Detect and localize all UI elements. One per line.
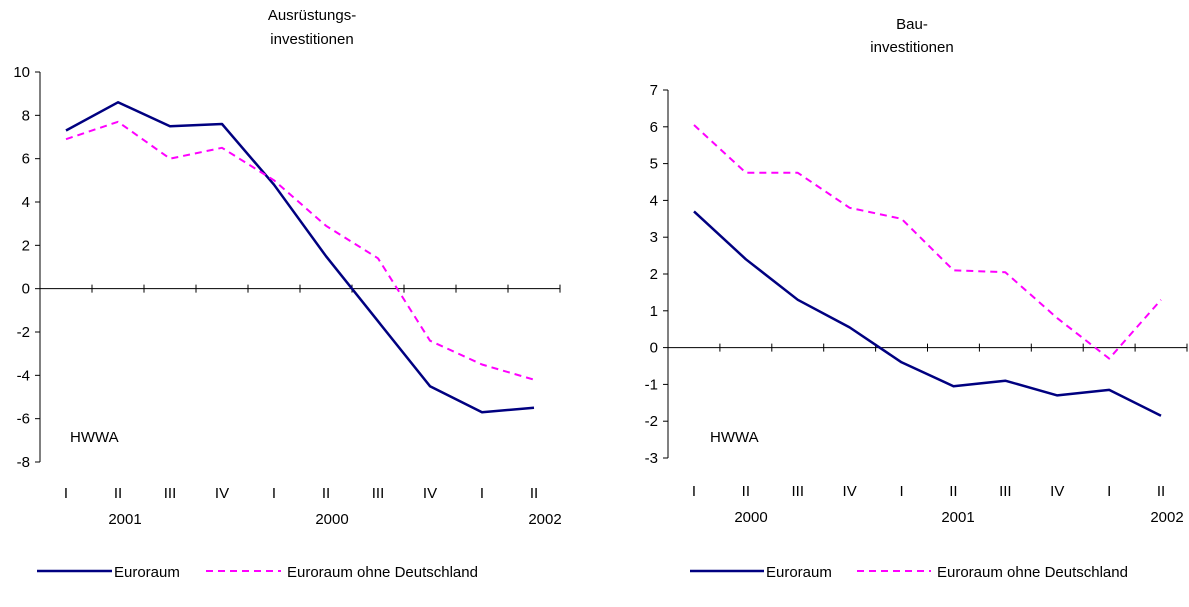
y-tick-label: 2 — [650, 266, 658, 283]
y-tick-label: -1 — [645, 376, 658, 393]
x-category-label: II — [114, 485, 122, 502]
x-year-label: 2000 — [315, 511, 348, 528]
x-category-label: I — [1107, 483, 1111, 500]
x-category-label: II — [949, 483, 957, 500]
y-tick-label: 7 — [650, 82, 658, 99]
y-tick-label: 1 — [650, 303, 658, 320]
x-category-label: I — [480, 485, 484, 502]
y-tick-label: 3 — [650, 229, 658, 246]
y-tick-label: -2 — [17, 324, 30, 341]
legend-label-euroraum-ohne-deutschland: Euroraum ohne Deutschland — [287, 564, 478, 581]
chart-title-line: investitionen — [870, 39, 953, 56]
x-category-label: IV — [423, 485, 437, 502]
watermark-text: HWWA — [710, 429, 759, 446]
x-category-label: III — [791, 483, 804, 500]
y-tick-label: 4 — [650, 192, 658, 209]
legend-label-euroraum: Euroraum — [114, 564, 180, 581]
y-tick-label: 6 — [22, 151, 30, 168]
x-category-label: III — [164, 485, 177, 502]
y-tick-label: 6 — [650, 119, 658, 136]
y-tick-label: -2 — [645, 413, 658, 430]
y-tick-label: -6 — [17, 411, 30, 428]
y-tick-label: 10 — [13, 64, 30, 81]
chart-title-line: Ausrüstungs- — [268, 7, 356, 24]
x-category-label: II — [530, 485, 538, 502]
series-line-euroraum — [693, 210, 1162, 417]
y-tick-label: -4 — [17, 367, 30, 384]
x-category-label: I — [272, 485, 276, 502]
x-year-label: 2000 — [734, 509, 767, 526]
y-tick-label: 0 — [22, 281, 30, 298]
x-category-label: III — [372, 485, 385, 502]
x-category-label: IV — [215, 485, 229, 502]
x-category-label: II — [322, 485, 330, 502]
watermark-text: HWWA — [70, 429, 119, 446]
y-tick-label: 5 — [650, 156, 658, 173]
y-tick-label: 0 — [650, 340, 658, 357]
legend-label-euroraum: Euroraum — [766, 564, 832, 581]
x-category-label: I — [64, 485, 68, 502]
y-tick-label: 2 — [22, 237, 30, 254]
series-line-euroraum — [65, 101, 535, 414]
y-tick-label: 4 — [22, 194, 30, 211]
x-category-label: III — [999, 483, 1012, 500]
y-tick-label: 8 — [22, 107, 30, 124]
x-year-label: 2001 — [108, 511, 141, 528]
legend-label-euroraum-ohne-deutschland: Euroraum ohne Deutschland — [937, 564, 1128, 581]
x-category-label: II — [742, 483, 750, 500]
x-category-label: I — [692, 483, 696, 500]
x-year-label: 2002 — [1150, 509, 1183, 526]
x-category-label: I — [899, 483, 903, 500]
chart-title-line: Bau- — [896, 16, 928, 33]
y-tick-label: -8 — [17, 454, 30, 471]
x-category-label: II — [1157, 483, 1165, 500]
series-line-euroraum-ohne-deutschland — [65, 120, 535, 381]
chart-ausruestungsinvestitionen: Ausrüstungs-investitionen 10 8 6 4 2 0 -2 -4 -6 -8… — [13, 7, 561, 581]
x-category-label: IV — [1050, 483, 1064, 500]
x-year-label: 2001 — [941, 509, 974, 526]
x-category-label: IV — [843, 483, 857, 500]
chart-title-line: investitionen — [270, 31, 353, 48]
x-year-label: 2002 — [528, 511, 561, 528]
series-line-euroraum-ohne-deutschland — [693, 124, 1162, 360]
y-tick-label: -3 — [645, 450, 658, 467]
